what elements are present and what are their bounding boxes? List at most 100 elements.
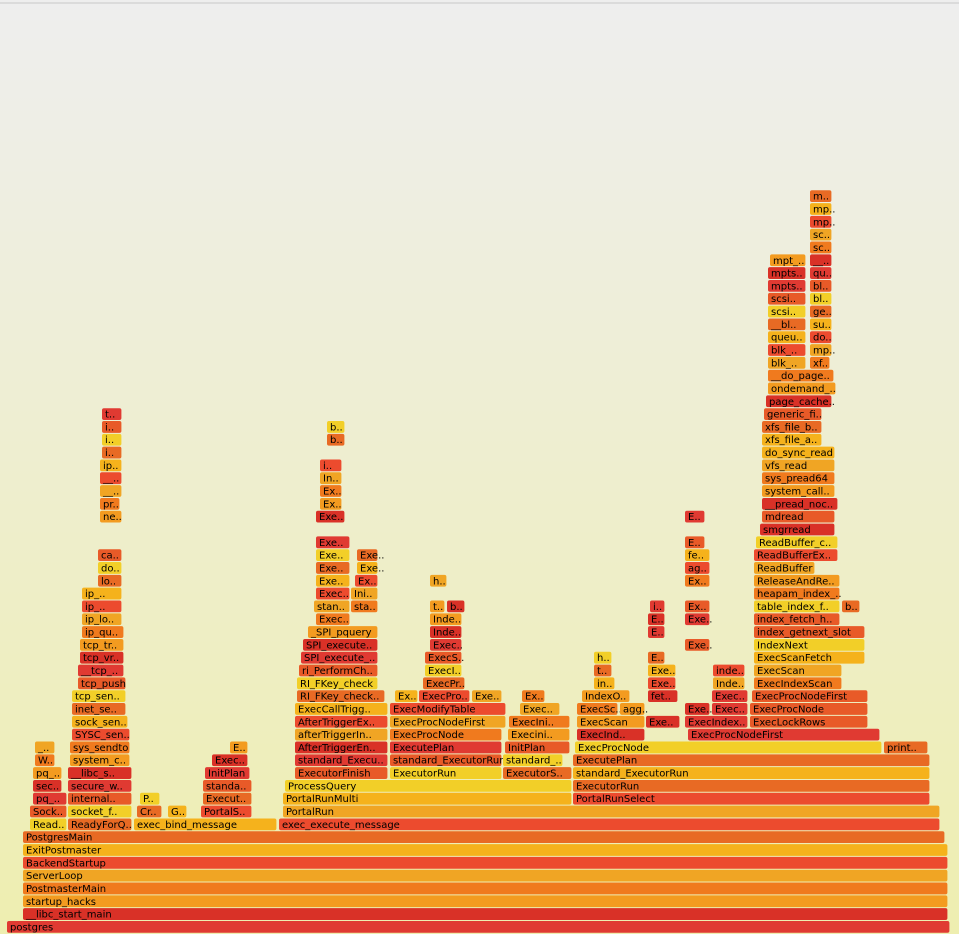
frame[interactable]	[762, 446, 835, 459]
frame[interactable]	[768, 382, 836, 395]
frame[interactable]	[68, 818, 132, 831]
frame[interactable]	[685, 574, 710, 587]
frame[interactable]	[316, 562, 350, 574]
frame[interactable]	[685, 703, 710, 715]
frame[interactable]	[425, 651, 462, 664]
frame[interactable]	[351, 587, 378, 600]
frame[interactable]	[430, 638, 462, 651]
frame[interactable]	[430, 613, 462, 626]
frame[interactable]	[68, 792, 132, 805]
frame[interactable]	[390, 754, 502, 767]
frame[interactable]	[320, 497, 342, 510]
frame[interactable]	[750, 715, 868, 728]
frame[interactable]	[810, 267, 832, 279]
frame[interactable]	[203, 792, 252, 805]
frame[interactable]	[80, 651, 124, 664]
frame[interactable]	[503, 754, 563, 767]
frame[interactable]	[82, 613, 122, 626]
frame[interactable]	[810, 203, 832, 215]
frame[interactable]	[100, 459, 122, 472]
frame[interactable]	[810, 318, 832, 331]
frame[interactable]	[7, 921, 950, 933]
frame[interactable]	[650, 600, 665, 613]
frame[interactable]	[327, 421, 345, 433]
frame[interactable]	[102, 446, 122, 459]
frame[interactable]	[754, 626, 865, 638]
frame[interactable]	[509, 715, 570, 728]
frame[interactable]	[430, 626, 462, 638]
frame[interactable]	[100, 485, 122, 497]
frame[interactable]	[283, 805, 940, 818]
frame[interactable]	[355, 574, 378, 587]
frame[interactable]	[390, 767, 502, 779]
frame[interactable]	[33, 792, 67, 805]
frame[interactable]	[648, 613, 665, 626]
frame[interactable]	[316, 510, 345, 523]
frame[interactable]	[102, 421, 122, 433]
frame[interactable]	[201, 805, 252, 818]
frame[interactable]	[594, 664, 612, 677]
frame[interactable]	[768, 356, 806, 369]
frame[interactable]	[762, 421, 822, 433]
frame[interactable]	[316, 587, 350, 600]
frame[interactable]	[30, 818, 67, 831]
frame[interactable]	[295, 715, 388, 728]
frame[interactable]	[390, 728, 502, 741]
frame[interactable]	[30, 805, 67, 818]
frame[interactable]	[472, 690, 502, 703]
frame[interactable]	[810, 241, 832, 254]
frame[interactable]	[754, 549, 838, 562]
frame[interactable]	[768, 280, 806, 292]
frame[interactable]	[573, 792, 930, 805]
frame[interactable]	[82, 587, 122, 600]
frame[interactable]	[320, 472, 342, 485]
frame[interactable]	[301, 651, 378, 664]
frame[interactable]	[357, 549, 378, 562]
frame[interactable]	[320, 459, 342, 472]
frame[interactable]	[100, 472, 122, 485]
frame[interactable]	[70, 741, 130, 754]
frame[interactable]	[425, 664, 462, 677]
frame[interactable]	[810, 215, 832, 228]
frame[interactable]	[762, 472, 835, 485]
frame[interactable]	[72, 703, 126, 715]
frame[interactable]	[68, 779, 132, 792]
frame[interactable]	[205, 767, 250, 779]
frame[interactable]	[390, 703, 506, 715]
frame[interactable]	[810, 344, 832, 356]
frame[interactable]	[430, 600, 445, 613]
frame[interactable]	[648, 690, 678, 703]
frame[interactable]	[770, 254, 806, 267]
frame[interactable]	[279, 818, 940, 831]
frame[interactable]	[573, 767, 930, 779]
frame[interactable]	[810, 228, 832, 241]
frame[interactable]	[102, 408, 122, 420]
frame[interactable]	[72, 690, 126, 703]
frame[interactable]	[295, 741, 388, 754]
frame[interactable]	[23, 882, 948, 895]
frame[interactable]	[212, 754, 248, 767]
frame[interactable]	[688, 728, 880, 741]
frame[interactable]	[395, 690, 418, 703]
frame[interactable]	[810, 331, 832, 344]
frame[interactable]	[295, 767, 388, 779]
frame[interactable]	[295, 728, 388, 741]
frame[interactable]	[594, 677, 615, 690]
frame[interactable]	[750, 703, 868, 715]
frame[interactable]	[78, 677, 126, 690]
frame[interactable]	[230, 741, 248, 754]
frame[interactable]	[295, 754, 388, 767]
frame[interactable]	[884, 741, 928, 754]
frame[interactable]	[712, 690, 748, 703]
frame[interactable]	[754, 677, 842, 690]
frame[interactable]	[685, 638, 710, 651]
frame[interactable]	[137, 805, 162, 818]
frame[interactable]	[33, 767, 62, 779]
frame[interactable]	[314, 600, 350, 613]
frame[interactable]	[685, 613, 710, 626]
frame[interactable]	[768, 305, 806, 318]
frame[interactable]	[351, 600, 378, 613]
frame[interactable]	[134, 818, 277, 831]
frame[interactable]	[316, 536, 350, 549]
frame[interactable]	[764, 408, 822, 420]
